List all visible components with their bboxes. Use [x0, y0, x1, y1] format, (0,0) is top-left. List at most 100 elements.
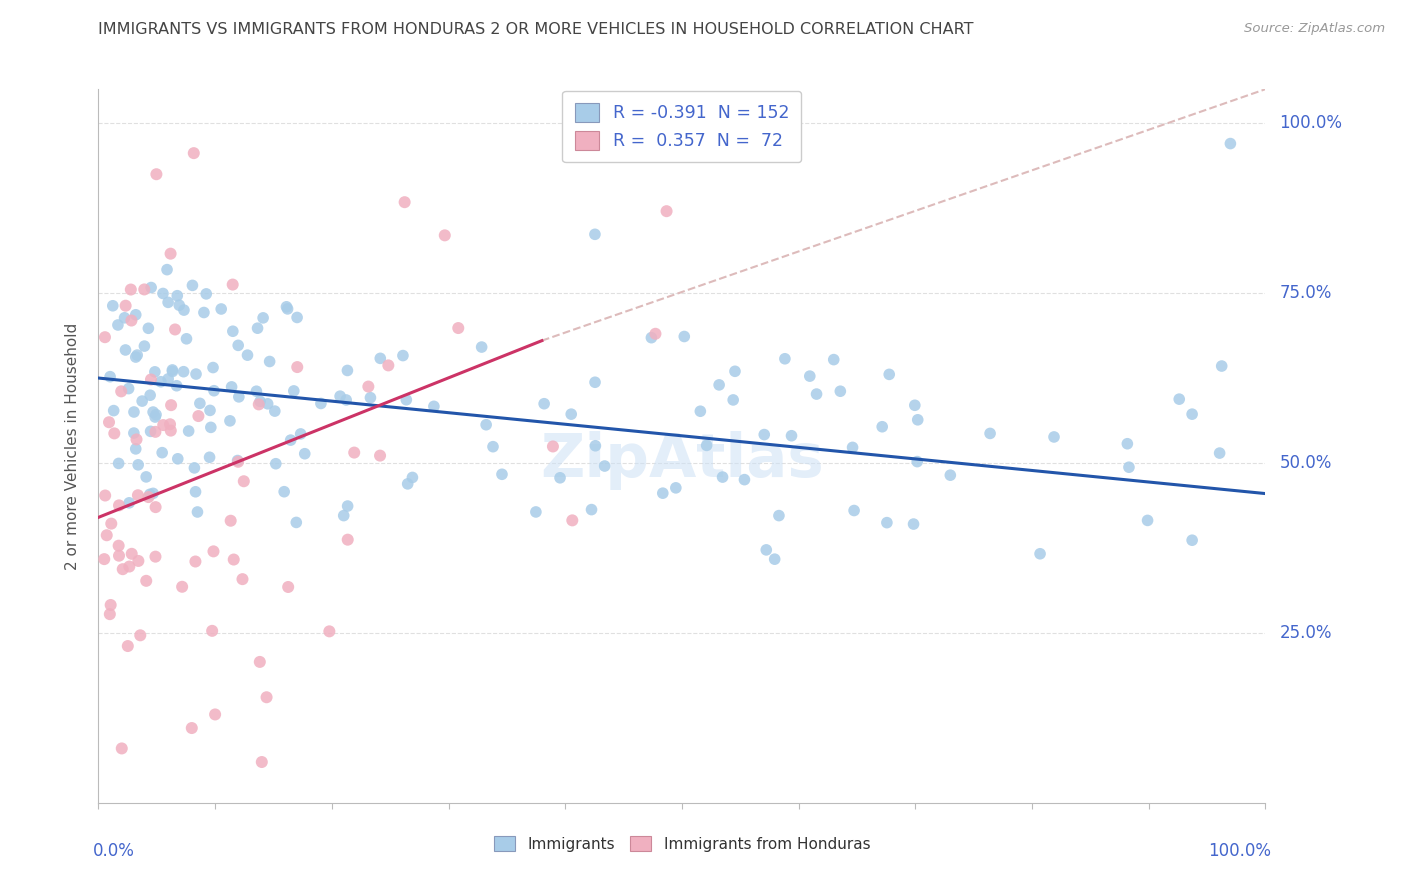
Point	[309, 396, 332, 410]
Point	[139, 388, 162, 402]
Point	[221, 277, 243, 292]
Point	[222, 552, 245, 566]
Point	[247, 397, 270, 411]
Point	[433, 228, 456, 243]
Point	[721, 392, 744, 407]
Point	[166, 451, 188, 466]
Point	[125, 433, 148, 447]
Point	[98, 415, 121, 429]
Point	[256, 397, 278, 411]
Point	[177, 424, 200, 438]
Point	[905, 455, 928, 469]
Point	[187, 409, 209, 423]
Point	[447, 321, 470, 335]
Point	[754, 427, 776, 442]
Point	[377, 359, 399, 373]
Point	[184, 554, 207, 568]
Point	[533, 397, 555, 411]
Point	[806, 387, 828, 401]
Point	[139, 372, 162, 386]
Point	[142, 486, 165, 500]
Point	[583, 439, 606, 453]
Point	[823, 352, 845, 367]
Point	[173, 365, 195, 379]
Point	[644, 326, 666, 341]
Point	[226, 338, 249, 352]
Text: 100.0%: 100.0%	[1208, 842, 1271, 860]
Point	[139, 280, 162, 294]
Point	[150, 445, 173, 459]
Point	[285, 310, 308, 325]
Point	[830, 384, 852, 399]
Point	[118, 559, 141, 574]
Point	[907, 413, 929, 427]
Point	[231, 572, 253, 586]
Point	[226, 455, 249, 469]
Point	[193, 305, 215, 319]
Point	[228, 390, 250, 404]
Point	[183, 461, 205, 475]
Point	[135, 574, 157, 588]
Point	[755, 542, 778, 557]
Point	[181, 278, 204, 293]
Point	[135, 470, 157, 484]
Point	[250, 755, 273, 769]
Point	[121, 547, 143, 561]
Point	[159, 246, 181, 260]
Point	[156, 262, 179, 277]
Point	[665, 481, 688, 495]
Point	[780, 428, 803, 442]
Point	[120, 313, 142, 327]
Point	[111, 562, 134, 576]
Point	[127, 554, 149, 568]
Point	[583, 376, 606, 390]
Point	[157, 372, 180, 386]
Point	[877, 368, 900, 382]
Point	[939, 468, 962, 483]
Point	[166, 378, 188, 392]
Point	[273, 484, 295, 499]
Point	[285, 360, 308, 375]
Point	[111, 741, 134, 756]
Point	[395, 392, 418, 407]
Point	[110, 384, 132, 399]
Point	[101, 299, 124, 313]
Point	[114, 299, 136, 313]
Point	[127, 458, 149, 472]
Point	[368, 351, 391, 366]
Y-axis label: 2 or more Vehicles in Household: 2 or more Vehicles in Household	[65, 322, 80, 570]
Point	[541, 440, 564, 454]
Point	[252, 310, 274, 325]
Point	[165, 322, 187, 336]
Point	[152, 286, 174, 301]
Point	[711, 470, 734, 484]
Point	[423, 400, 446, 414]
Point	[198, 450, 221, 465]
Point	[232, 475, 254, 489]
Point	[368, 449, 391, 463]
Point	[117, 639, 139, 653]
Point	[561, 513, 583, 527]
Point	[159, 424, 181, 438]
Point	[201, 624, 224, 638]
Point	[103, 403, 125, 417]
Point	[290, 426, 312, 441]
Point	[581, 502, 603, 516]
Point	[1181, 407, 1204, 421]
Point	[167, 298, 190, 312]
Point	[318, 624, 340, 639]
Point	[114, 310, 136, 325]
Point	[131, 394, 153, 409]
Point	[139, 425, 162, 439]
Point	[471, 340, 494, 354]
Point	[335, 392, 357, 407]
Point	[159, 417, 181, 432]
Point	[166, 289, 188, 303]
Point	[134, 282, 156, 296]
Point	[162, 364, 184, 378]
Point	[249, 394, 271, 409]
Point	[396, 476, 419, 491]
Point	[246, 321, 269, 335]
Point	[524, 505, 547, 519]
Point	[285, 516, 308, 530]
